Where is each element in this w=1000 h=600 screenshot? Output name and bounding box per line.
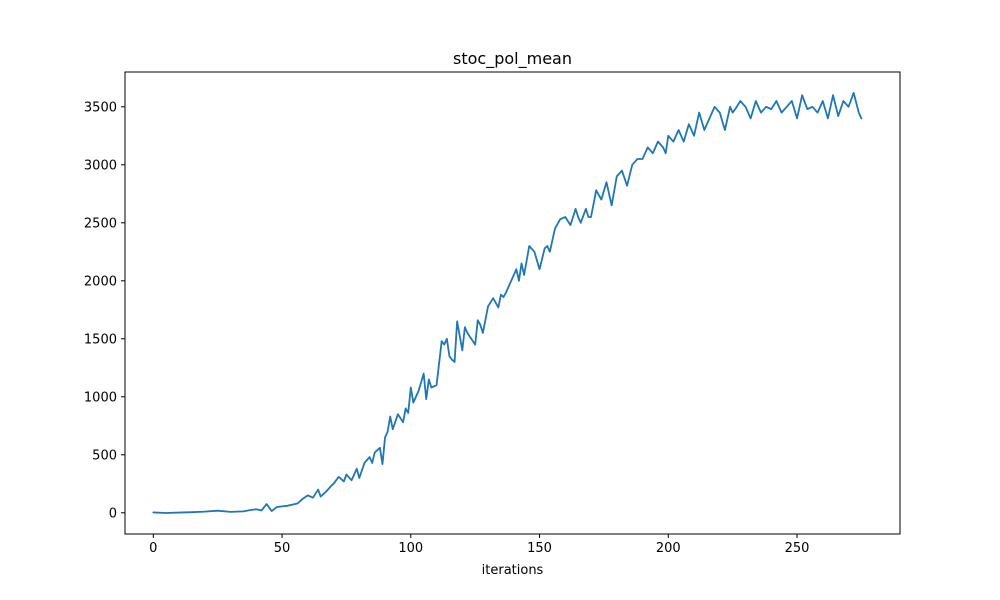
- x-tick-label: 100: [398, 541, 423, 556]
- data-series-line: [152, 91, 863, 514]
- x-tick-label: 250: [785, 541, 810, 556]
- y-tick-label: 500: [92, 448, 117, 463]
- y-tick-label: 1500: [84, 332, 117, 347]
- y-tick-label: 3000: [84, 158, 117, 173]
- y-tick-label: 2000: [84, 274, 117, 289]
- x-tick-label: 50: [274, 541, 291, 556]
- y-tick-label: 1000: [84, 390, 117, 405]
- y-tick-label: 3500: [84, 100, 117, 115]
- plot-area: 0 50 100 150 200 250 0 500 1000 1500 2000 2500 3000…: [84, 71, 901, 556]
- x-axis-ticks: 0 50 100 150 200 250: [149, 534, 809, 556]
- chart-title: stoc_pol_mean: [453, 49, 572, 69]
- x-tick-label: 200: [656, 541, 681, 556]
- x-tick-label: 0: [149, 541, 157, 556]
- y-tick-label: 2500: [84, 216, 117, 231]
- axes-frame: [124, 71, 901, 535]
- y-axis-ticks: 0 500 1000 1500 2000 2500 3000 3500: [84, 100, 125, 521]
- x-tick-label: 150: [527, 541, 552, 556]
- y-tick-label: 0: [109, 506, 117, 521]
- x-axis-label: iterations: [482, 563, 544, 578]
